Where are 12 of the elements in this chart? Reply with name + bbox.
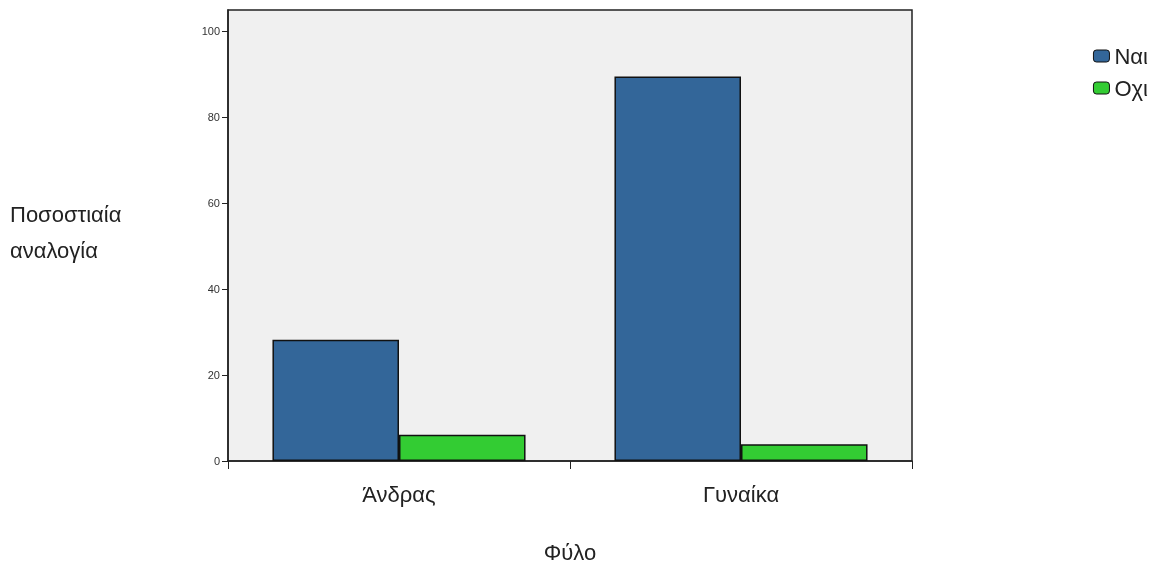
legend-label: Οχι	[1114, 75, 1149, 101]
y-tick-label: 0	[213, 455, 220, 467]
x-axis-title: Φύλο	[543, 539, 597, 565]
x-tick-label: Γυναίκα	[702, 481, 780, 507]
y-tick-label: 100	[201, 25, 220, 38]
y-tick-label: 80	[207, 111, 220, 124]
y-tick-label: 40	[207, 283, 220, 296]
x-tick-label: Άνδρας	[362, 481, 436, 507]
y-axis-title: Ποσοστιαία αναλογία	[10, 201, 122, 263]
y-tick-label: 20	[207, 369, 220, 382]
y-tick-label: 60	[207, 197, 220, 210]
legend-label: Ναι	[1114, 43, 1149, 69]
